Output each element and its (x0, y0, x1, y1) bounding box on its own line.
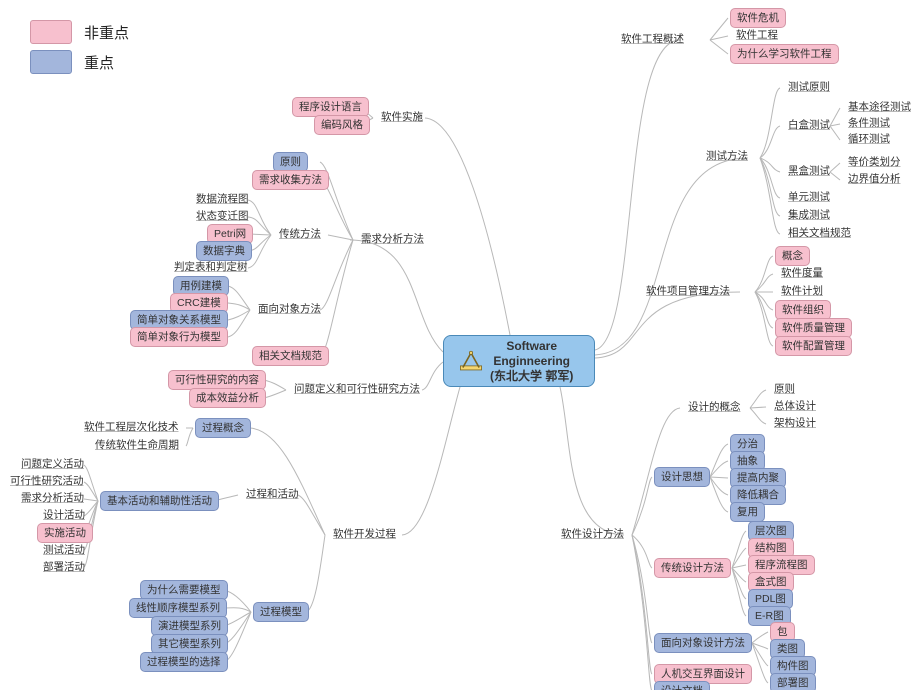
mindmap-node: 循环测试 (842, 130, 896, 148)
mindmap-node: 相关文档规范 (782, 224, 857, 242)
legend-label: 重点 (84, 52, 114, 73)
mindmap-node: 为什么学习软件工程 (730, 44, 839, 64)
mindmap-node: 设计思想 (654, 467, 710, 487)
legend-swatch-pink (30, 20, 72, 44)
mindmap-node: 软件计划 (775, 282, 829, 300)
mindmap-node: 编码风格 (314, 115, 370, 135)
mindmap-node: 测试活动 (37, 541, 91, 559)
mindmap-node: 面向对象设计方法 (654, 633, 752, 653)
mindmap-node: 传统方法 (273, 225, 327, 243)
mindmap-node: 问题定义活动 (15, 455, 90, 473)
mindmap-node: 等价类划分 (842, 153, 907, 171)
mindmap-node: 过程概念 (195, 418, 251, 438)
mindmap-node: 软件实施 (375, 108, 429, 126)
mindmap-node: 需求收集方法 (252, 170, 329, 190)
legend-row: 非重点 (30, 20, 129, 44)
mindmap-node: 软件工程 (730, 26, 784, 44)
mindmap-node: 可行性研究活动 (4, 472, 90, 490)
mindmap-node: 传统设计方法 (654, 558, 731, 578)
mindmap-node: 集成测试 (782, 206, 836, 224)
mindmap-node: 设计文档 (654, 681, 710, 690)
mindmap-node: 软件度量 (775, 264, 829, 282)
mindmap-node: 软件配置管理 (775, 336, 852, 356)
legend: 非重点 重点 (30, 20, 129, 80)
mindmap-node: 总体设计 (768, 397, 822, 415)
legend-row: 重点 (30, 50, 129, 74)
center-text: Software Enginneering (东北大学 郭军) (490, 339, 573, 384)
center-node: Software Enginneering (东北大学 郭军) (443, 335, 595, 387)
mindmap-node: 判定表和判定树 (168, 258, 254, 276)
mindmap-node: 过程和活动 (240, 485, 305, 503)
mindmap-node: 架构设计 (768, 414, 822, 432)
center-subtitle: (东北大学 郭军) (490, 369, 573, 384)
mindmap-node: 部署活动 (37, 558, 91, 576)
mindmap-node: 相关文档规范 (252, 346, 329, 366)
mindmap-node: 设计的概念 (682, 398, 747, 416)
mindmap-node: 设计活动 (37, 506, 91, 524)
mindmap-node: 软件设计方法 (555, 525, 630, 543)
mindmap-node: 软件项目管理方法 (640, 282, 736, 300)
mindmap-node: 面向对象方法 (252, 300, 327, 318)
mindmap-node: 基本活动和辅助性活动 (100, 491, 219, 511)
mindmap-node: 需求分析方法 (355, 230, 430, 248)
mindmap-node: 部署图 (770, 673, 816, 690)
center-title-1: Software (490, 339, 573, 354)
mindmap-node: 问题定义和可行性研究方法 (288, 380, 426, 398)
mindmap-node: 原则 (768, 380, 801, 398)
mindmap-node: 边界值分析 (842, 170, 907, 188)
mindmap-node: 单元测试 (782, 188, 836, 206)
mindmap-node: 白盒测试 (782, 116, 836, 134)
mindmap-node: 简单对象行为模型 (130, 327, 228, 347)
mindmap-node: 黑盒测试 (782, 162, 836, 180)
mindmap-node: 数据流程图 (190, 190, 255, 208)
mindmap-node: 需求分析活动 (15, 489, 90, 507)
legend-label: 非重点 (84, 22, 129, 43)
mindmap-node: 传统软件生命周期 (89, 436, 185, 454)
compass-ruler-icon (458, 348, 484, 374)
mindmap-node: 复用 (730, 502, 765, 522)
mindmap-node: 测试原则 (782, 78, 836, 96)
mindmap-node: 过程模型 (253, 602, 309, 622)
legend-swatch-blue (30, 50, 72, 74)
mindmap-node: 成本效益分析 (189, 388, 266, 408)
center-title-2: Enginneering (490, 354, 573, 369)
mindmap-node: 软件工程概述 (615, 30, 690, 48)
mindmap-node: 软件开发过程 (327, 525, 402, 543)
mindmap-node: 测试方法 (700, 147, 754, 165)
mindmap-node: 软件工程层次化技术 (78, 418, 185, 436)
mindmap-node: 过程模型的选择 (140, 652, 228, 672)
mindmap-node: 状态变迁图 (190, 207, 255, 225)
